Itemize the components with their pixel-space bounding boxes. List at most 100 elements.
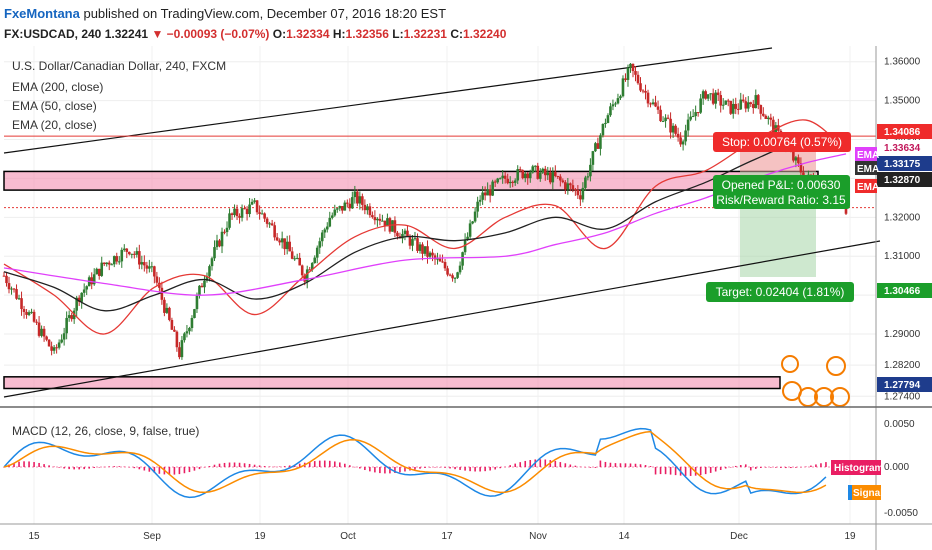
candle-body bbox=[754, 95, 758, 109]
candle-body bbox=[483, 192, 487, 196]
candle-body bbox=[451, 275, 454, 279]
candle-body bbox=[293, 258, 296, 260]
candle-body bbox=[265, 218, 269, 224]
candle-body bbox=[704, 91, 707, 99]
histogram-bar bbox=[754, 467, 757, 469]
histogram-bar bbox=[614, 463, 617, 467]
candle-body bbox=[541, 168, 545, 173]
histogram-bar bbox=[494, 467, 496, 470]
economic-events-icon[interactable] bbox=[781, 355, 850, 407]
histogram-bar bbox=[354, 466, 356, 468]
histogram-bar bbox=[369, 467, 371, 472]
price-axis[interactable]: 1.360001.350001.340001.330001.320001.310… bbox=[884, 57, 921, 403]
histogram-bar bbox=[198, 467, 201, 470]
histogram-bar bbox=[394, 467, 396, 474]
candle-body bbox=[65, 317, 68, 334]
candle-body bbox=[508, 181, 512, 184]
histogram-tag: Histogram bbox=[834, 463, 884, 474]
time-axis[interactable]: 15 Sep 19 Oct 17 Nov 14 Dec 19 bbox=[28, 531, 856, 542]
candle-body bbox=[343, 202, 347, 211]
histogram-bar bbox=[634, 463, 637, 467]
histogram-bar bbox=[168, 467, 171, 475]
ema50-legend[interactable]: EMA (50, close) bbox=[12, 99, 97, 113]
candle-body bbox=[243, 208, 246, 210]
candle-body bbox=[606, 115, 610, 123]
candle-body bbox=[318, 241, 322, 248]
publish-info: published on TradingView.com, December 0… bbox=[83, 6, 447, 21]
ema20-legend[interactable]: EMA (20, close) bbox=[12, 118, 97, 132]
chart-title: U.S. Dollar/Canadian Dollar, 240, FXCM bbox=[12, 59, 226, 73]
candle-body bbox=[681, 141, 685, 145]
histogram-bar bbox=[374, 467, 376, 473]
candle-body bbox=[285, 241, 289, 250]
candle-body bbox=[604, 122, 607, 124]
histogram-bar bbox=[63, 467, 65, 469]
histogram-bar bbox=[684, 467, 687, 476]
candle-body bbox=[178, 347, 181, 358]
macd-legend[interactable]: MACD (12, 26, close, 9, false, true) bbox=[12, 424, 199, 438]
candle-body bbox=[130, 253, 134, 255]
candle-body bbox=[102, 262, 106, 265]
histogram-bar bbox=[444, 467, 446, 468]
histogram-bar bbox=[404, 467, 406, 472]
candle-body bbox=[408, 236, 412, 246]
symbol-label[interactable]: FX:USDCAD, 240 bbox=[4, 27, 102, 41]
histogram-bar bbox=[659, 467, 662, 475]
histogram-bar bbox=[454, 467, 456, 470]
candle-body bbox=[666, 117, 670, 119]
signal-line bbox=[3, 430, 827, 494]
candle-body bbox=[411, 239, 414, 246]
candle-body bbox=[143, 262, 146, 266]
histogram-bar bbox=[108, 466, 111, 467]
candle-body bbox=[7, 283, 11, 290]
candle-body bbox=[569, 183, 572, 186]
high-label: H: bbox=[332, 27, 346, 41]
current-price-tag-bg bbox=[877, 172, 932, 187]
candle-body bbox=[85, 286, 88, 290]
candle-body bbox=[679, 137, 682, 145]
candle-body bbox=[153, 266, 156, 277]
ema200-legend[interactable]: EMA (200, close) bbox=[12, 80, 103, 94]
candle-body bbox=[15, 289, 18, 299]
candle-body bbox=[77, 297, 81, 302]
candle-body bbox=[258, 212, 261, 214]
candle-body bbox=[421, 244, 424, 254]
candle-body bbox=[235, 208, 239, 217]
chart-header: FxeMontana published on TradingView.com,… bbox=[0, 0, 932, 46]
histogram-bar bbox=[359, 467, 361, 469]
histogram-bar bbox=[193, 467, 196, 471]
candle-body bbox=[551, 171, 555, 183]
author-name[interactable]: FxeMontana bbox=[4, 6, 80, 21]
candle-body bbox=[90, 277, 94, 285]
histogram-bar bbox=[624, 463, 627, 467]
histogram-bar bbox=[815, 464, 817, 467]
candle-body bbox=[458, 265, 462, 273]
candle-body bbox=[273, 225, 276, 238]
macd-tick-zero: 0.000 bbox=[884, 462, 909, 473]
candle-body bbox=[45, 336, 48, 340]
candle-body bbox=[305, 269, 309, 282]
channel-lower-line[interactable] bbox=[3, 240, 881, 398]
channel-upper-line[interactable] bbox=[3, 47, 773, 154]
candle-body bbox=[17, 298, 21, 300]
candle-body bbox=[2, 275, 6, 277]
support-zone[interactable] bbox=[3, 376, 781, 390]
candle-body bbox=[676, 133, 680, 138]
price-chart[interactable]: U.S. Dollar/Canadian Dollar, 240, FXCM E… bbox=[0, 46, 932, 550]
histogram-bar bbox=[469, 467, 471, 472]
candle-body bbox=[348, 203, 352, 209]
candle-body bbox=[170, 319, 174, 330]
candle-body bbox=[661, 121, 665, 123]
histogram-bar bbox=[58, 467, 60, 468]
candle-body bbox=[145, 265, 149, 269]
candle-body bbox=[300, 265, 304, 276]
candle-body bbox=[438, 258, 442, 262]
histogram-bar bbox=[213, 464, 216, 467]
candle-body bbox=[32, 311, 36, 322]
candle-body bbox=[689, 116, 692, 120]
candle-body bbox=[30, 311, 33, 313]
candle-body bbox=[684, 130, 687, 142]
histogram-bar bbox=[318, 460, 321, 467]
candle-body bbox=[308, 269, 312, 271]
candle-body bbox=[208, 266, 211, 277]
